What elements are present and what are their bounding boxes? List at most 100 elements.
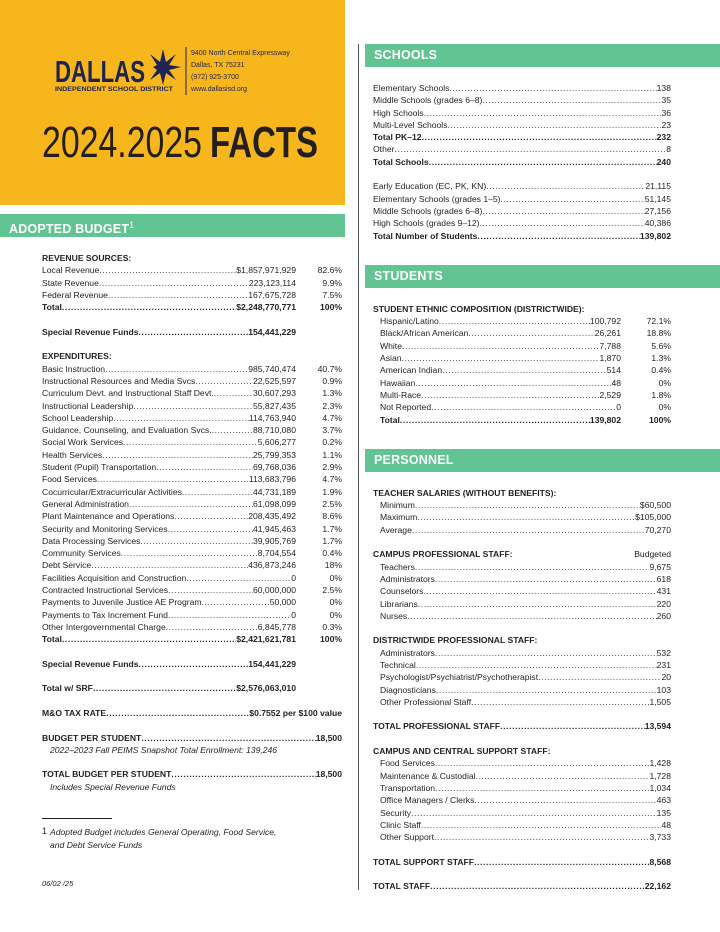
block: TOTAL STAFF 22,162 bbox=[373, 880, 671, 892]
block-title: Budgeted CAMPUS PROFESSIONAL STAFF: bbox=[373, 548, 671, 560]
row-value: 8 bbox=[666, 144, 671, 155]
row-label: Not Reported bbox=[380, 402, 432, 413]
dot-leader bbox=[421, 389, 599, 401]
row-value: 618 bbox=[656, 573, 671, 584]
row-value: 88,710,080 bbox=[252, 425, 296, 436]
dot-leader bbox=[182, 486, 253, 498]
dot-leader bbox=[411, 807, 657, 819]
dot-leader bbox=[400, 414, 590, 426]
row-value: 139,802 bbox=[639, 230, 671, 241]
row: Early Education (EC, PK, KN) 21,115 bbox=[373, 180, 671, 192]
row: Guidance, Counseling, and Evaluation Svc… bbox=[42, 424, 342, 436]
row-value: $60,500 bbox=[639, 500, 671, 511]
dot-leader bbox=[156, 461, 253, 473]
dot-leader bbox=[214, 387, 253, 399]
dot-leader bbox=[538, 671, 661, 683]
row-value: 436,873,246 bbox=[248, 560, 296, 571]
row-value: 60,000,000 bbox=[252, 585, 296, 596]
block-title: EXPENDITURES: bbox=[42, 350, 342, 362]
row-label: Debt Service bbox=[42, 560, 92, 571]
row: Federal Revenue 167,675,728 7.5% bbox=[42, 289, 342, 301]
block-title: DISTRICTWIDE PROFESSIONAL STAFF: bbox=[373, 634, 671, 646]
percent-spacer bbox=[296, 658, 342, 670]
row-label: Other Intergovernmental Charge bbox=[42, 621, 166, 632]
row-value: 36 bbox=[661, 107, 671, 118]
block-title: REVENUE SOURCES: bbox=[42, 252, 342, 264]
column-divider bbox=[358, 44, 359, 890]
dot-leader bbox=[486, 180, 645, 192]
row-value: 0 bbox=[291, 572, 296, 583]
dot-leader bbox=[430, 880, 645, 892]
row-value: 1,505 bbox=[649, 696, 671, 707]
row-value: 231 bbox=[656, 659, 671, 670]
row-value: 431 bbox=[656, 586, 671, 597]
row-percent: 100% bbox=[320, 302, 342, 313]
row-value: 100,792 bbox=[589, 316, 621, 327]
address-line: www.dallasisd.org bbox=[190, 86, 247, 93]
row: Maintenance & Custodial 1,728 bbox=[373, 770, 671, 782]
row: TOTAL STAFF 22,162 bbox=[373, 880, 671, 892]
row-percent: 2.9% bbox=[322, 462, 342, 473]
dot-leader bbox=[402, 352, 600, 364]
row-value: $2,248,770,771 bbox=[236, 302, 296, 313]
row-label: Teachers bbox=[380, 561, 415, 572]
row-value: 532 bbox=[656, 647, 671, 658]
row-label: Total Number of Students bbox=[373, 230, 478, 241]
dot-leader bbox=[476, 770, 650, 782]
row-value: 1,728 bbox=[649, 770, 671, 781]
row-percent: 9.9% bbox=[322, 277, 342, 288]
row-value: 55,827,435 bbox=[252, 400, 296, 411]
row: Debt Service 436,873,246 18% bbox=[42, 559, 342, 571]
row-value: 61,098,099 bbox=[252, 498, 296, 509]
row-value: 8,704,554 bbox=[257, 548, 296, 559]
block: Budgeted CAMPUS PROFESSIONAL STAFF: Teache… bbox=[373, 548, 671, 622]
dot-leader bbox=[141, 732, 315, 744]
row: Other Intergovernmental Charge 6,845,778 0… bbox=[42, 621, 342, 633]
dot-leader bbox=[482, 205, 644, 217]
row: Instructional Resources and Media Svcs 22… bbox=[42, 375, 342, 387]
block: STUDENT ETHNIC COMPOSITION (DISTRICTWIDE… bbox=[373, 303, 671, 426]
row: Cocurricular/Extracurricular Activities 4… bbox=[42, 486, 342, 498]
row-value: 114,763,940 bbox=[248, 412, 296, 423]
dot-leader bbox=[168, 609, 291, 621]
row: TOTAL BUDGET PER STUDENT 18,500 bbox=[42, 768, 342, 780]
dot-leader bbox=[129, 498, 253, 510]
row-value: $105,000 bbox=[635, 512, 671, 523]
dot-leader bbox=[106, 707, 249, 719]
row: Not Reported 0 0% bbox=[373, 401, 671, 413]
row-label: Minimum bbox=[380, 500, 415, 511]
row: Transportation 1,034 bbox=[373, 782, 671, 794]
row-label: Curriculum Devt. and Instructional Staff… bbox=[42, 388, 214, 399]
row: Clinic Staff 48 bbox=[373, 819, 671, 831]
row-label: Total bbox=[42, 634, 62, 645]
row-label: Federal Revenue bbox=[42, 289, 108, 300]
row-label: Multi-Race bbox=[380, 389, 422, 400]
row-label: Student (Pupil) Transportation bbox=[42, 462, 157, 473]
row-percent: 1.9% bbox=[322, 486, 342, 497]
row-value: 103 bbox=[656, 684, 671, 695]
dot-leader bbox=[429, 156, 657, 168]
row-label: Administrators bbox=[380, 573, 435, 584]
dot-leader bbox=[423, 585, 656, 597]
section: STUDENTS STUDENT ETHNIC COMPOSITION (DIST… bbox=[365, 264, 720, 426]
row-label: State Revenue bbox=[42, 277, 99, 288]
row-percent: 4.7% bbox=[322, 474, 342, 485]
block: BUDGET PER STUDENT 18,500 2022–2023 Fall P… bbox=[42, 732, 342, 757]
dot-leader bbox=[435, 647, 657, 659]
row-percent: 2.3% bbox=[322, 400, 342, 411]
row: General Administration 61,098,099 2.5% bbox=[42, 498, 342, 510]
dot-leader bbox=[435, 782, 649, 794]
row-percent: 0.9% bbox=[322, 375, 342, 386]
row-percent: 1.7% bbox=[322, 523, 342, 534]
title-text: DISTRICTWIDE PROFESSIONAL STAFF: bbox=[373, 635, 538, 646]
title-text: CAMPUS PROFESSIONAL STAFF: bbox=[373, 549, 513, 560]
date: 06/02 /25 bbox=[42, 879, 74, 888]
dot-leader bbox=[416, 659, 657, 671]
block: Special Revenue Funds 154,441,229 bbox=[42, 326, 342, 338]
dot-leader bbox=[412, 524, 645, 536]
row-value: 260 bbox=[656, 610, 671, 621]
row: Health Services 25,799,353 1.1% bbox=[42, 449, 342, 461]
row-label: Instructional Leadership bbox=[42, 400, 134, 411]
dot-leader bbox=[474, 856, 649, 868]
